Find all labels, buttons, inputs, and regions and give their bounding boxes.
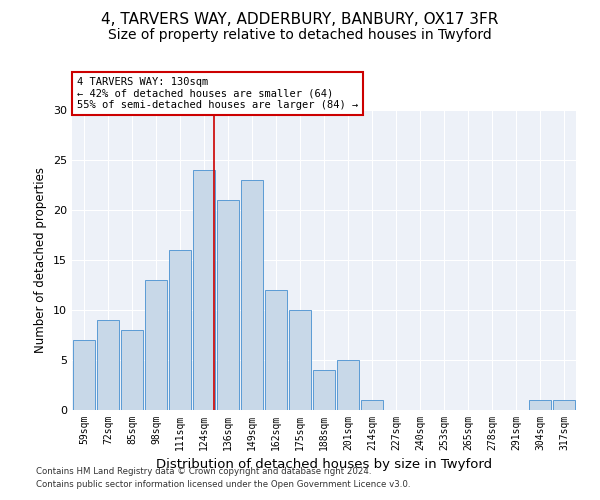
Bar (217, 200, 239, 410)
Text: 4 TARVERS WAY: 130sqm
← 42% of detached houses are smaller (64)
55% of semi-deta: 4 TARVERS WAY: 130sqm ← 42% of detached … (77, 77, 358, 110)
Bar (337, 360, 359, 410)
Bar (529, 400, 551, 410)
Bar (265, 290, 287, 410)
Bar (241, 180, 263, 410)
X-axis label: Distribution of detached houses by size in Twyford: Distribution of detached houses by size … (156, 458, 492, 471)
Bar (553, 400, 575, 410)
Text: 4, TARVERS WAY, ADDERBURY, BANBURY, OX17 3FR: 4, TARVERS WAY, ADDERBURY, BANBURY, OX17… (101, 12, 499, 28)
Bar (121, 330, 143, 410)
Bar (193, 170, 215, 410)
Bar (97, 320, 119, 410)
Text: Size of property relative to detached houses in Twyford: Size of property relative to detached ho… (108, 28, 492, 42)
Text: Contains public sector information licensed under the Open Government Licence v3: Contains public sector information licen… (36, 480, 410, 489)
Y-axis label: Number of detached properties: Number of detached properties (34, 167, 47, 353)
Bar (361, 400, 383, 410)
Bar (73, 340, 95, 410)
Bar (289, 310, 311, 410)
Bar (169, 250, 191, 410)
Bar (145, 280, 167, 410)
Text: Contains HM Land Registry data © Crown copyright and database right 2024.: Contains HM Land Registry data © Crown c… (36, 467, 371, 476)
Bar (313, 370, 335, 410)
